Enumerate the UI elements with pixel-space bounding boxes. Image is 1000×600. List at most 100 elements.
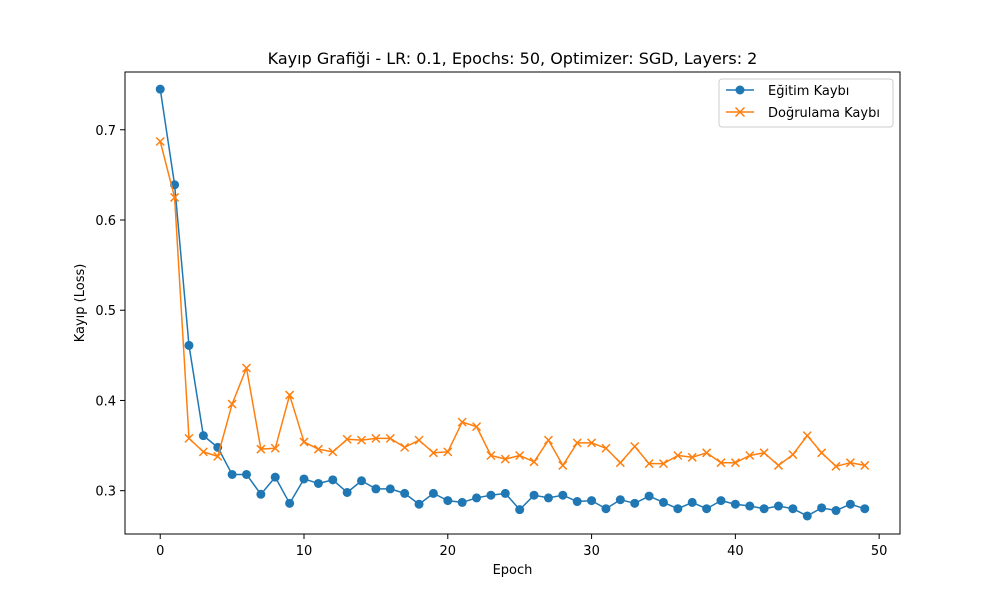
data-point-train (716, 496, 726, 506)
data-point-train (644, 491, 654, 501)
data-point-validation (644, 459, 654, 469)
data-point-validation (802, 431, 812, 441)
data-point-train (457, 497, 467, 507)
data-point-train (558, 490, 568, 500)
data-point-validation (227, 399, 237, 409)
data-point-train (472, 493, 482, 503)
data-point-train (414, 499, 424, 509)
data-point-validation (328, 447, 338, 457)
data-point-train (428, 488, 438, 498)
data-point-train (702, 504, 712, 514)
y-tick-label: 0.4 (95, 394, 116, 409)
data-point-train (802, 511, 812, 521)
data-point-train (759, 504, 769, 514)
data-point-train (658, 497, 668, 507)
data-point-train (615, 495, 625, 505)
data-point-validation (385, 433, 395, 443)
data-point-validation (788, 450, 798, 460)
x-tick-label: 10 (296, 544, 313, 559)
data-point-validation (601, 443, 611, 453)
data-point-train (241, 469, 251, 479)
data-point-validation (572, 438, 582, 448)
data-point-validation (716, 458, 726, 468)
data-point-validation (615, 458, 625, 468)
data-point-validation (213, 451, 223, 461)
data-point-validation (687, 452, 697, 462)
series-line-validation (159, 141, 865, 468)
data-point-validation (543, 435, 553, 445)
data-point-train (256, 489, 266, 499)
data-point-validation (472, 422, 482, 432)
data-point-validation (860, 460, 870, 470)
y-tick-label: 0.7 (95, 124, 116, 139)
data-point-validation (759, 448, 769, 458)
y-axis-label: Kayıp (Loss) (73, 264, 88, 343)
y-tick-label: 0.6 (95, 214, 116, 229)
x-tick-label: 30 (583, 544, 600, 559)
legend-label-train: Eğitim Kaybı (768, 84, 849, 99)
plot-area (155, 84, 870, 521)
data-point-train (601, 504, 611, 514)
data-point-validation (730, 458, 740, 468)
data-point-validation (658, 459, 669, 469)
data-point-train (730, 499, 740, 509)
data-point-train (817, 503, 827, 513)
data-point-train (443, 496, 453, 506)
data-point-validation (342, 434, 352, 444)
data-point-train (500, 488, 510, 498)
data-point-validation (702, 448, 712, 458)
data-point-validation (587, 438, 597, 448)
data-point-validation (515, 450, 525, 461)
legend-marker-validation (734, 106, 746, 118)
data-point-validation (529, 457, 539, 467)
x-tick-label: 20 (440, 544, 457, 559)
data-point-train (357, 476, 367, 486)
legend-marker-train (735, 85, 745, 95)
data-point-train (400, 488, 410, 498)
data-point-validation (745, 450, 755, 461)
x-tick-label: 0 (156, 544, 164, 559)
data-point-train (774, 501, 784, 511)
data-point-validation (414, 435, 424, 445)
data-point-train (745, 501, 755, 511)
data-point-train (687, 497, 697, 507)
data-point-validation (198, 447, 208, 457)
x-tick-label: 50 (871, 544, 888, 559)
data-point-train (155, 84, 165, 94)
data-point-train (572, 497, 582, 507)
data-point-validation (356, 435, 367, 445)
x-tick-label: 40 (727, 544, 744, 559)
data-point-validation (299, 437, 309, 447)
legend-label-validation: Doğrulama Kaybı (768, 106, 880, 121)
data-point-validation (428, 448, 438, 458)
data-point-validation (558, 460, 568, 470)
data-point-validation (457, 417, 467, 427)
data-point-train (486, 490, 496, 500)
axis-ticks: 0 10 20 30 40 50 0.3 0.4 0.5 0.6 0.7 (95, 124, 887, 559)
chart-title: Kayıp Grafiği - LR: 0.1, Epochs: 50, Opt… (268, 49, 758, 68)
data-point-validation (256, 444, 266, 454)
data-point-train (198, 431, 208, 441)
data-point-train (299, 474, 309, 484)
y-tick-label: 0.3 (95, 485, 116, 500)
data-point-train (543, 493, 553, 503)
data-point-validation (817, 448, 827, 458)
data-point-train (630, 498, 640, 508)
axes-frame (124, 71, 901, 535)
data-point-validation (184, 433, 194, 443)
data-point-train (860, 504, 870, 514)
data-point-validation (241, 363, 252, 373)
data-point-train (385, 484, 395, 494)
data-point-validation (270, 443, 280, 453)
data-point-train (342, 487, 352, 497)
data-point-validation (831, 461, 841, 471)
data-point-validation (845, 458, 855, 468)
data-point-validation (443, 447, 453, 457)
data-point-validation (500, 454, 510, 464)
data-point-validation (371, 433, 381, 443)
data-point-validation (773, 460, 784, 470)
data-point-validation (673, 450, 683, 461)
data-point-train (515, 505, 525, 515)
x-axis-label: Epoch (493, 563, 533, 578)
legend-box (718, 78, 894, 128)
